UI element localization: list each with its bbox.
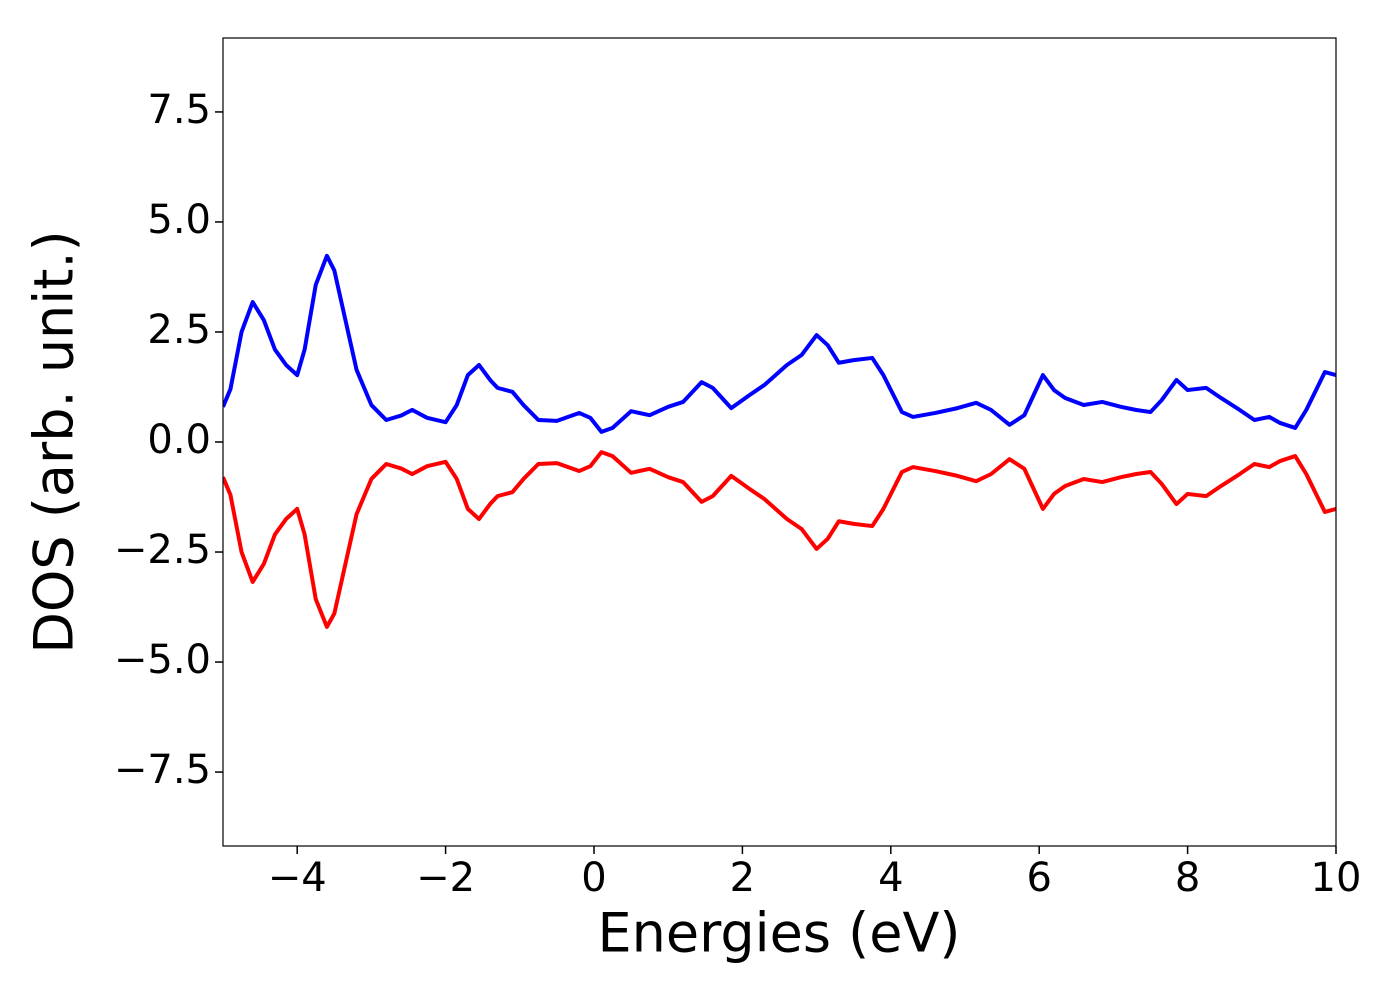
- y-tick-label: −2.5: [114, 527, 211, 573]
- y-tick-label: −5.0: [114, 637, 211, 683]
- x-tick-label: 10: [1311, 855, 1362, 901]
- y-tick-label: 0.0: [147, 417, 211, 463]
- y-tick-label: 7.5: [147, 87, 211, 133]
- y-tick-label: −7.5: [114, 747, 211, 793]
- x-tick-label: 4: [878, 855, 903, 901]
- y-tick-label: 5.0: [147, 197, 211, 243]
- x-tick-label: 8: [1175, 855, 1200, 901]
- data-line: [223, 253, 1336, 434]
- x-tick-label: −2: [416, 855, 475, 901]
- y-tick-label: 2.5: [147, 307, 211, 353]
- plot-frame: [222, 37, 1337, 847]
- x-tick-label: 6: [1026, 855, 1051, 901]
- x-tick-label: 0: [581, 855, 606, 901]
- x-axis-label: Energies (eV): [598, 902, 961, 965]
- x-tick-label: −4: [268, 855, 327, 901]
- y-axis-label: DOS (arb. unit.): [23, 230, 86, 653]
- data-line: [223, 450, 1336, 629]
- x-tick-label: 2: [730, 855, 755, 901]
